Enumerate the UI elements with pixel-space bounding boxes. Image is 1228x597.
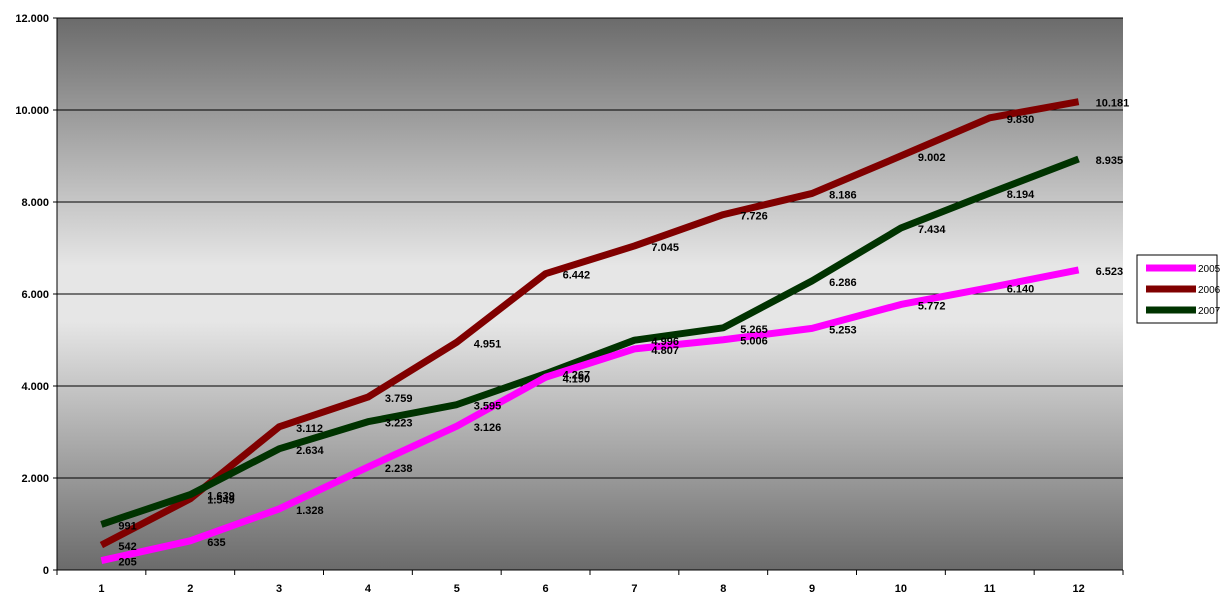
legend: 2005 2006 2007 (1136, 254, 1221, 324)
data-label: 3.595 (474, 401, 502, 413)
data-label: 991 (118, 520, 136, 532)
series-line-2005 (100, 266, 1080, 564)
data-label: 9.002 (918, 152, 946, 164)
data-label: 205 (118, 557, 136, 569)
x-tick-label: 3 (276, 583, 282, 592)
data-label: 3.126 (474, 422, 502, 434)
legend-label: 2006 (1198, 285, 1221, 296)
legend-label: 2007 (1198, 306, 1221, 317)
data-label: 1.549 (207, 495, 235, 507)
data-label: 10.181 (1096, 98, 1130, 110)
x-tick-label: 5 (454, 583, 460, 592)
data-label: 635 (207, 537, 225, 549)
x-tick-label: 7 (631, 583, 637, 592)
series-line-2006 (99, 98, 1080, 549)
legend-label: 2005 (1198, 264, 1221, 275)
y-tick-label: 10.000 (15, 105, 49, 117)
x-tick-label: 1 (98, 583, 104, 592)
x-tick-label: 4 (365, 583, 372, 592)
data-labels: 205 635 1.328 2.238 3.126 4.190 4.807 5.006 5.25… (118, 98, 1129, 569)
data-label: 4.951 (474, 338, 502, 350)
data-label: 2.238 (385, 463, 413, 475)
x-tick-label: 6 (543, 583, 549, 592)
data-label: 8.194 (1007, 189, 1035, 201)
data-label: 6.140 (1007, 284, 1035, 296)
x-tick-label: 2 (187, 583, 193, 592)
data-label: 1.328 (296, 505, 324, 517)
x-tick-label: 9 (809, 583, 815, 592)
data-label: 5.253 (829, 324, 857, 336)
gridlines (57, 17, 1123, 479)
data-label: 3.223 (385, 418, 413, 430)
data-label: 7.434 (918, 224, 946, 236)
data-label: 6.523 (1096, 266, 1124, 278)
y-tick-label: 2.000 (21, 473, 49, 485)
data-label: 2.634 (296, 445, 324, 457)
x-tick-label: 8 (720, 583, 726, 592)
data-label: 4.267 (563, 370, 591, 382)
y-tick-label: 8.000 (21, 197, 49, 209)
data-label: 4.996 (651, 336, 679, 348)
data-label: 7.726 (740, 211, 768, 223)
y-tick-label: 12.000 (15, 13, 49, 25)
y-tick-label: 6.000 (21, 289, 49, 301)
data-label: 9.830 (1007, 114, 1035, 126)
data-label: 6.442 (563, 270, 591, 282)
y-tick-label: 4.000 (21, 381, 49, 393)
series-line-2007 (100, 155, 1080, 528)
data-label: 1.639 (207, 491, 235, 503)
x-tick-label: 10 (895, 583, 907, 592)
data-label: 5.772 (918, 300, 946, 312)
y-tick-label: 0 (43, 565, 49, 577)
data-label: 3.759 (385, 393, 413, 405)
data-label: 4.807 (651, 345, 679, 357)
x-tick-label: 12 (1072, 583, 1084, 592)
data-label: 3.112 (296, 423, 323, 435)
data-label: 4.190 (563, 373, 591, 385)
data-label: 5.265 (740, 324, 768, 336)
series (99, 98, 1080, 564)
data-label: 6.286 (829, 277, 857, 289)
data-label: 7.045 (651, 242, 679, 254)
data-label: 8.935 (1096, 155, 1124, 167)
x-tick-label: 11 (984, 583, 996, 592)
data-label: 542 (118, 541, 136, 553)
data-label: 8.186 (829, 189, 857, 201)
data-label: 5.006 (740, 336, 768, 348)
